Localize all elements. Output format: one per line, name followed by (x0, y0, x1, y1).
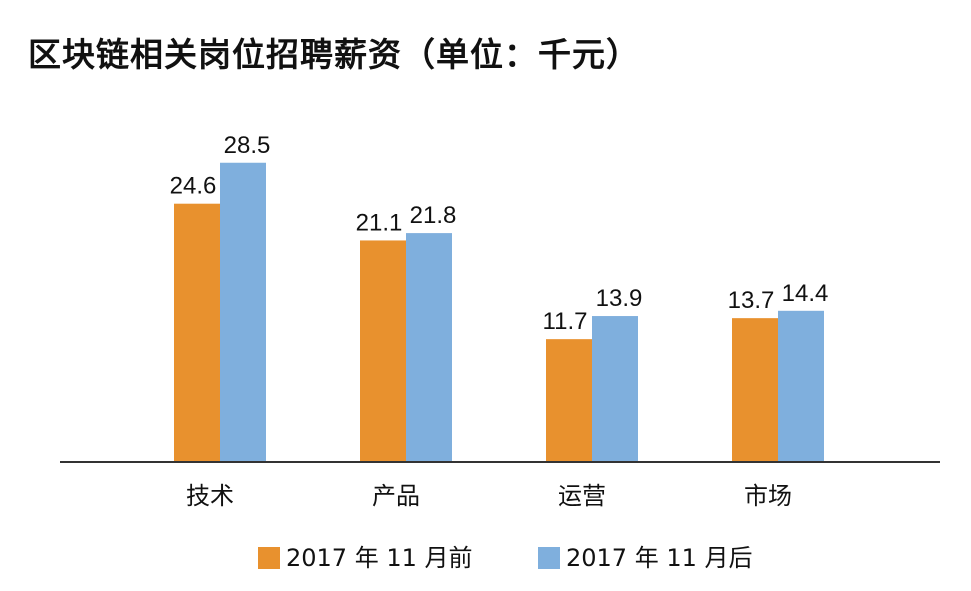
bar-value-label: 13.7 (728, 287, 775, 314)
chart-title: 区块链相关岗位招聘薪资（单位：千元） (28, 35, 640, 74)
bar-value-label: 13.9 (596, 285, 643, 312)
bar-before-1 (360, 240, 406, 462)
bar-after-2 (592, 316, 638, 462)
bar-after-1 (406, 233, 452, 462)
legend-label: 2017 年 11 月前 (286, 544, 473, 572)
category-label: 市场 (744, 482, 792, 510)
bar-value-label: 21.1 (356, 209, 403, 236)
bar-value-label: 11.7 (543, 308, 588, 335)
bar-after-3 (778, 310, 824, 462)
bar-before-0 (174, 203, 220, 462)
bars-layer (174, 162, 824, 462)
bar-value-label: 28.5 (224, 132, 271, 159)
bar-value-label: 21.8 (410, 202, 457, 229)
labels-layer: 24.6 28.5 技术 21.1 21.8 产品 11.7 13.9 运营 13.7 14.4 市场 (170, 132, 829, 510)
category-label: 运营 (558, 482, 606, 510)
bar-before-2 (546, 339, 592, 462)
bar-value-label: 14.4 (782, 280, 829, 307)
legend-swatch (258, 547, 280, 569)
bar-value-label: 24.6 (170, 173, 217, 200)
legend-swatch (538, 547, 560, 569)
legend: 2017 年 11 月前 2017 年 11 月后 (258, 544, 753, 572)
bar-after-0 (220, 162, 266, 462)
bar-before-3 (732, 318, 778, 462)
legend-label: 2017 年 11 月后 (566, 544, 753, 572)
category-label: 产品 (372, 482, 420, 510)
category-label: 技术 (186, 482, 234, 510)
